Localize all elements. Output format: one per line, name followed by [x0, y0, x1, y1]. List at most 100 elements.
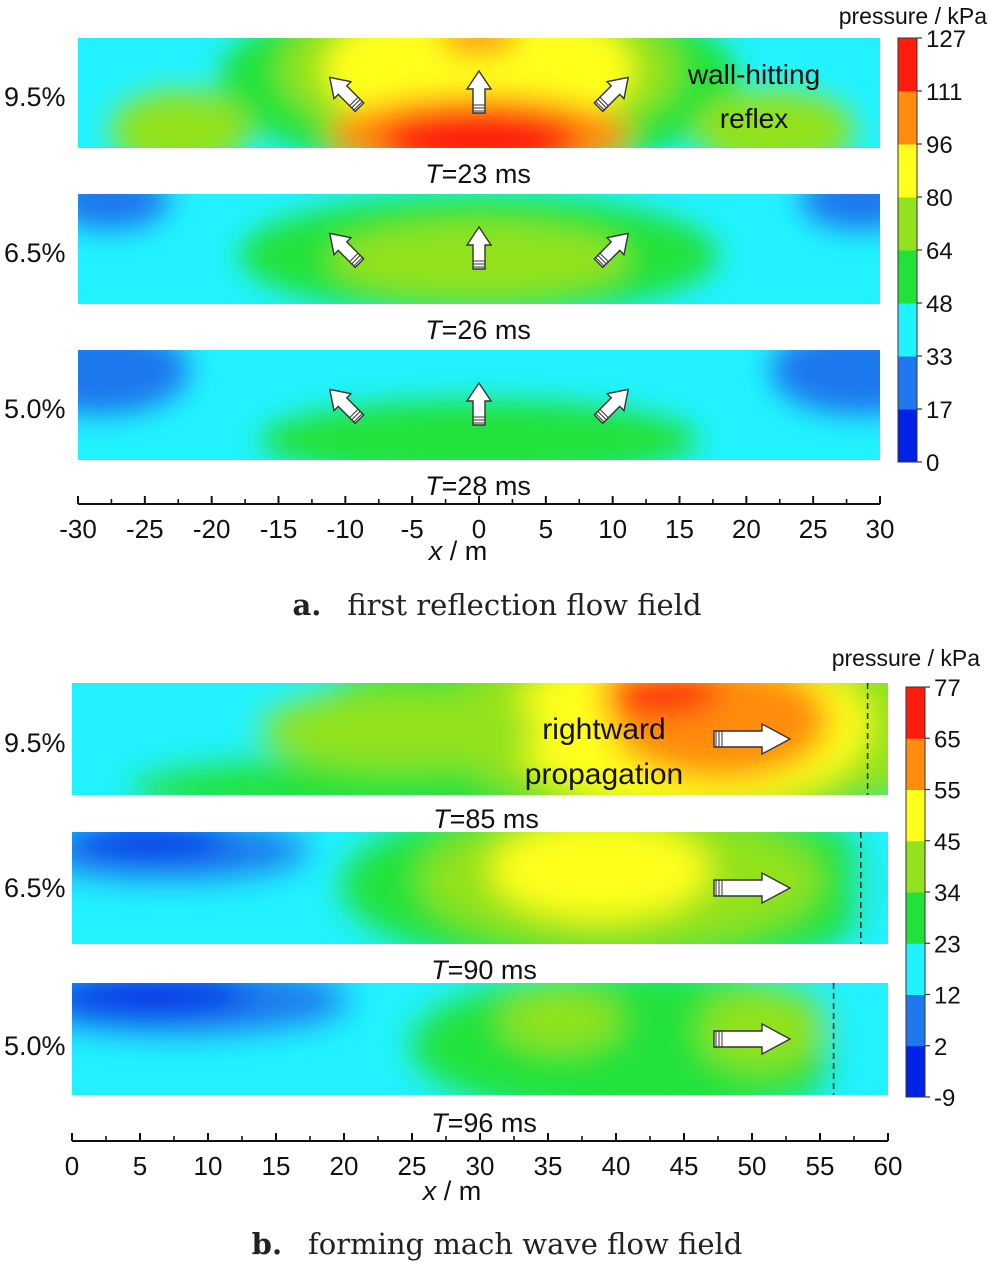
- x-tick-label: 15: [262, 1151, 291, 1181]
- x-tick-label: 20: [330, 1151, 359, 1181]
- colorbar-tick-label: 45: [934, 829, 961, 856]
- white-block-arrow-icon: [713, 722, 792, 756]
- panel-a-x-axis-label: x / m: [427, 536, 488, 566]
- x-axes: -30 -25 -20 -15 -10 -5 0 5 10 15 20 25 30 0 5 10 15 20 25 3…: [59, 496, 902, 1181]
- white-block-arrow-icon: [465, 381, 493, 426]
- colorbar-segment: [898, 91, 917, 145]
- panel-b-time-label: T=96 ms: [431, 1108, 537, 1138]
- colorbar-segment: [898, 197, 917, 251]
- wavefront-markers: [832, 683, 869, 1095]
- x-tick-label: 30: [466, 1151, 495, 1181]
- x-tick-label: 15: [665, 514, 694, 544]
- colorbar-segment: [906, 994, 925, 1047]
- colorbar-tick-label: -9: [934, 1085, 955, 1112]
- panel-a-caption: a. first reflection flow field: [292, 588, 701, 622]
- colorbar-tick-label: 55: [934, 778, 961, 805]
- colorbar-segment: [906, 738, 925, 790]
- x-tick-label: -10: [327, 514, 365, 544]
- colorbar-segment: [898, 303, 917, 357]
- colorbar-tick-label: 96: [926, 132, 953, 159]
- white-block-arrow-icon: [328, 232, 365, 269]
- colorbar-segment: [906, 789, 925, 842]
- panel-b-caption: b. forming mach wave flow field: [252, 1227, 743, 1261]
- colorbar-tick-label: 111: [926, 79, 962, 106]
- colorbar-tick-label: 2: [934, 1034, 947, 1061]
- colorbar-segment: [898, 409, 917, 463]
- panel-b-ratio-label: 9.5%: [4, 728, 66, 758]
- white-block-arrow-icon: [713, 1022, 792, 1056]
- colorbar-tick-label: 17: [926, 397, 953, 424]
- colorbar-tick-label: 64: [926, 238, 953, 265]
- colorbar-tick-label: 48: [926, 291, 953, 318]
- colorbar-segment: [898, 144, 917, 198]
- colorbar-segment: [906, 943, 925, 995]
- panel-b-ratio-label: 5.0%: [4, 1031, 66, 1061]
- panel-a-row-1-field: [78, 38, 880, 148]
- x-tick-label: -5: [401, 514, 424, 544]
- panel-b-time-label: T=85 ms: [433, 804, 539, 834]
- x-tick-label: -15: [260, 514, 298, 544]
- white-block-arrow-icon: [713, 871, 792, 905]
- panel-b-row-2-field: [72, 832, 888, 944]
- colorbar-tick-label: 65: [934, 726, 961, 753]
- colorbar-tick-label: 23: [934, 931, 961, 958]
- x-tick-label: 60: [874, 1151, 903, 1181]
- colorbar-tick-label: 127: [926, 26, 966, 53]
- colorbar-tick-label: 12: [934, 983, 961, 1010]
- x-tick-label: 25: [799, 514, 828, 544]
- colorbar-segment: [898, 38, 917, 92]
- panel-b-ratio-label: 6.5%: [4, 873, 66, 903]
- colorbar-segment: [898, 356, 917, 410]
- panel-a-annotation-line-2: reflex: [720, 103, 788, 134]
- x-tick-label: 55: [806, 1151, 835, 1181]
- panel-a-annotation-line-1: wall-hitting: [687, 59, 820, 90]
- panel-a-time-label: T=28 ms: [425, 471, 531, 501]
- x-tick-label: 40: [602, 1151, 631, 1181]
- colorbar-tick-label: 33: [926, 344, 953, 371]
- x-tick-label: 30: [866, 514, 895, 544]
- panel-a-colorbar-title: pressure / kPa: [839, 3, 987, 29]
- x-tick-label: 5: [539, 514, 553, 544]
- panel-a-ratio-label: 5.0%: [4, 394, 66, 424]
- colorbar-segment: [906, 687, 925, 739]
- x-tick-label: 0: [472, 514, 486, 544]
- x-tick-label: 20: [732, 514, 761, 544]
- white-block-arrow-icon: [593, 388, 630, 425]
- colorbar-segment: [906, 1045, 925, 1098]
- colorbar-segment: [906, 840, 925, 893]
- x-tick-label: -30: [59, 514, 97, 544]
- white-block-arrow-icon: [465, 225, 493, 270]
- x-tick-label: 0: [65, 1151, 79, 1181]
- colorbar-tick-label: 34: [934, 880, 961, 907]
- white-block-arrow-icon: [328, 388, 365, 425]
- white-block-arrow-icon: [465, 69, 493, 114]
- x-tick-label: 50: [738, 1151, 767, 1181]
- panel-b-row-1-field: [72, 683, 888, 795]
- x-tick-label: 35: [534, 1151, 563, 1181]
- panel-a-time-label: T=26 ms: [425, 315, 531, 345]
- colorbar-tick-label: 77: [934, 675, 961, 702]
- panel-b-annotation-line-2: propagation: [525, 758, 683, 791]
- x-tick-label: 5: [133, 1151, 147, 1181]
- x-tick-label: -25: [126, 514, 164, 544]
- colorbars: 127 111 96 80 64 48 33 17 0 77 65 55 45 34 23 12 2 -9: [897, 26, 966, 1112]
- panel-b-annotation-line-1: rightward: [542, 713, 665, 746]
- x-tick-label: 10: [194, 1151, 223, 1181]
- x-tick-label: 45: [670, 1151, 699, 1181]
- x-tick-label: 10: [598, 514, 627, 544]
- panel-b-x-axis-label: x / m: [421, 1176, 482, 1206]
- colorbar-tick-label: 80: [926, 185, 953, 212]
- panel-b-colorbar-title: pressure / kPa: [832, 645, 980, 671]
- colorbar-segment: [898, 250, 917, 304]
- panel-a-ratio-label: 9.5%: [4, 82, 66, 112]
- x-tick-label: -20: [193, 514, 231, 544]
- white-block-arrow-icon: [593, 76, 630, 113]
- x-tick-label: 25: [398, 1151, 427, 1181]
- white-block-arrow-icon: [593, 232, 630, 269]
- panel-a-time-label: T=23 ms: [425, 159, 531, 189]
- panel-b-time-label: T=90 ms: [431, 955, 537, 985]
- panel-a-ratio-label: 6.5%: [4, 238, 66, 268]
- colorbar-tick-label: 0: [926, 450, 939, 477]
- colorbar-segment: [906, 892, 925, 944]
